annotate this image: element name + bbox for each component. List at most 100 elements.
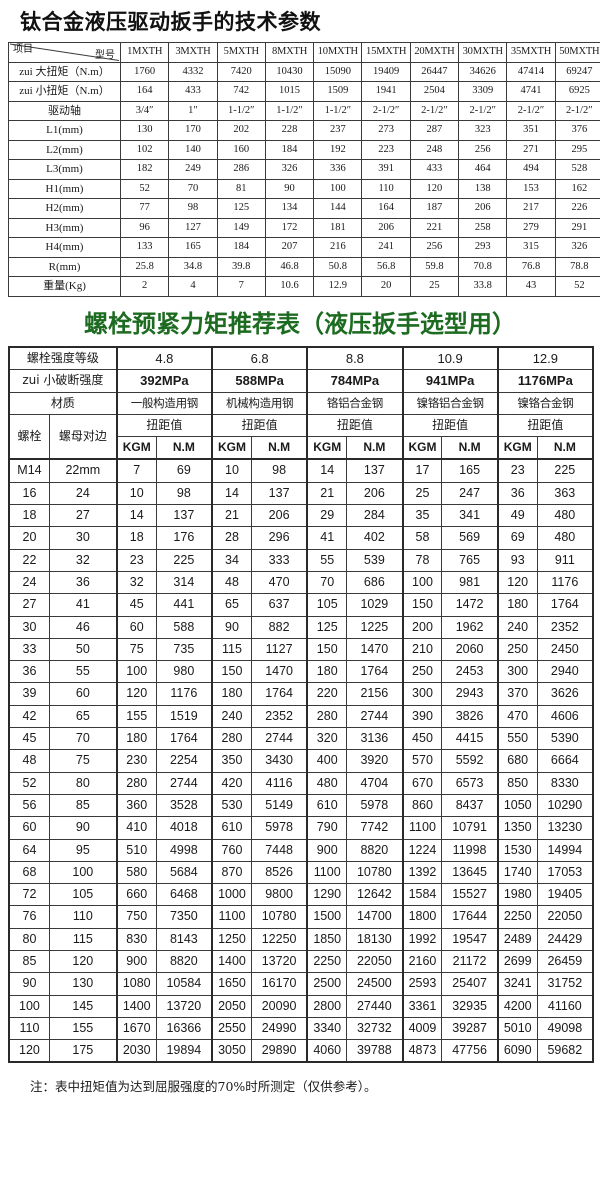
torque-grade-value: 8.8 [306,345,404,371]
torque-cell-kgm: 370 [496,682,538,706]
torque-cell-nm: 14700 [346,905,404,929]
torque-cell-nm: 3826 [441,704,499,729]
torque-cell-nm: 5978 [346,793,404,818]
torque-grade-value: 4.8 [115,345,213,371]
spec-cell: 336 [313,159,363,180]
torque-cell-nm: 10290 [536,793,594,818]
spec-table-row: H3(mm) 96 127 149 172 181 206 221 258 279 291 [8,217,600,239]
spec-model-header: 15MXTH [361,42,411,63]
torque-cell-kgm: 860 [401,793,443,818]
torque-cell-kgm: 200 [401,615,443,639]
torque-cell-kgm: 1100 [211,905,252,929]
torque-nut-size: 70 [48,727,118,751]
spec-cell: 2 [119,276,170,297]
spec-model-header: 1MXTH [119,42,170,63]
torque-nut-size: 85 [48,793,118,818]
spec-cell: 206 [361,217,411,239]
spec-model-header: 10MXTH [313,42,363,63]
torque-cell-kgm: 1392 [401,860,443,885]
torque-table-title: 螺栓预紧力矩推荐表（液压扳手选型用） [84,308,516,338]
spec-cell: 376 [554,120,600,141]
spec-cell: 172 [264,217,315,239]
torque-cell-kgm: 850 [496,771,538,795]
torque-cell-nm: 8143 [155,927,213,952]
torque-cell-nm: 363 [536,481,594,506]
torque-cell-nm: 10584 [155,972,213,996]
torque-cell-kgm: 250 [401,660,443,684]
torque-cell-nm: 19894 [155,1039,213,1064]
torque-cell-nm: 12642 [346,883,404,907]
torque-cell-nm: 911 [536,548,594,572]
torque-cell-nm: 25407 [441,972,499,996]
torque-cell-kgm: 69 [496,526,538,550]
torque-cell-nm: 32732 [346,1016,404,1041]
torque-cell-kgm: 1650 [211,972,252,996]
torque-table-row: 76 110 750 7350 1100 10780 1500 14700 1800 17644 2… [7,905,594,929]
spec-cell: 1941 [361,81,411,102]
torque-cell-kgm: 2250 [496,905,538,929]
torque-cell-kgm: 6090 [496,1039,538,1064]
spec-row-label: L2(mm) [8,139,121,161]
torque-strength-value: 588MPa [211,369,308,393]
torque-cell-nm: 47756 [441,1039,499,1064]
torque-table-row: 85 120 900 8820 1400 13720 2250 22050 2160 21172 2… [7,949,594,974]
torque-cell-nm: 441 [155,593,213,617]
torque-cell-nm: 333 [250,548,308,572]
spec-cell: 3309 [458,81,508,102]
spec-cell: 33.8 [458,276,508,297]
torque-nut-size: 115 [48,927,118,952]
spec-table-row: zui 小扭矩（N.m） 164 433 742 1015 1509 1941 2504 330… [8,81,600,102]
spec-cell: 223 [361,139,411,161]
torque-nut-size: 36 [48,570,118,595]
torque-cell-nm: 4606 [536,704,594,729]
torque-table-row: 22 32 23 225 34 333 55 539 78 765 93 911 [7,548,594,572]
spec-cell: 7420 [216,61,266,83]
spec-cell: 326 [554,237,600,258]
torque-cell-kgm: 45 [115,593,157,617]
torque-cell-nm: 1472 [441,593,499,617]
torque-nut-size: 27 [48,504,118,528]
torque-unit-nm: N.M [441,436,499,461]
torque-cell-kgm: 78 [401,548,443,572]
torque-nut-size: 65 [48,704,118,729]
spec-cell: 47414 [506,61,556,83]
torque-unit-kgm: KGM [496,436,538,461]
spec-row-label: H1(mm) [8,178,121,200]
spec-cell: 4 [168,276,218,297]
torque-cell-kgm: 610 [306,793,348,818]
spec-cell: 1-1/2″ [216,100,266,122]
spec-cell: 273 [361,120,411,141]
spec-cell: 56.8 [361,256,411,278]
spec-cell: 256 [409,237,460,258]
torque-cell-kgm: 21 [211,504,252,528]
torque-cell-nm: 24500 [346,972,404,996]
torque-grade-value: 10.9 [401,345,499,371]
torque-value-header: 扭距值 [115,413,213,438]
torque-cell-nm: 17644 [441,905,499,929]
torque-table-row: 30 46 60 588 90 882 125 1225 200 1962 240 2352 [7,615,594,639]
torque-cell-kgm: 55 [306,548,348,572]
torque-cell-kgm: 23 [496,458,538,483]
torque-cell-nm: 2352 [536,615,594,639]
torque-cell-kgm: 1670 [115,1016,157,1041]
torque-bolt-size: 100 [7,994,50,1018]
torque-cell-kgm: 660 [115,883,157,907]
torque-nut-header: 螺母对边 [48,413,118,460]
torque-nut-size: 41 [48,593,118,617]
spec-cell: 287 [409,120,460,141]
torque-cell-kgm: 300 [401,682,443,706]
torque-nut-size: 120 [48,949,118,974]
torque-cell-kgm: 1530 [496,838,538,862]
spec-table-row: L2(mm) 102 140 160 184 192 223 248 256 271 295 [8,139,600,161]
torque-cell-kgm: 2489 [496,927,538,952]
spec-model-header: 35MXTH [506,42,556,63]
torque-cell-nm: 137 [155,504,213,528]
spec-table-row: R(mm) 25.8 34.8 39.8 46.8 50.8 56.8 59.8 70.8 76.… [8,256,600,278]
torque-nut-size: 46 [48,615,118,639]
torque-cell-kgm: 1740 [496,860,538,885]
torque-table-row: 27 41 45 441 65 637 105 1029 150 1472 180 1764 [7,593,594,617]
spec-cell: 326 [264,159,315,180]
torque-cell-nm: 19547 [441,927,499,952]
torque-cell-kgm: 2160 [401,949,443,974]
torque-bolt-size: 52 [7,771,50,795]
